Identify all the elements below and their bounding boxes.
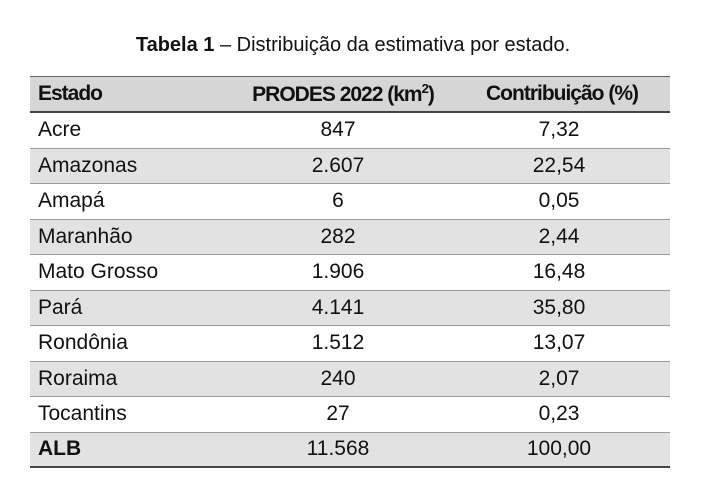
header-prodes: PRODES 2022 (km2): [252, 81, 435, 106]
header-contribuicao: Contribuição (%): [486, 82, 639, 105]
cell-contribuicao: 0,05: [538, 189, 580, 213]
cell-contribuicao: 16,48: [532, 260, 586, 284]
cell-prodes: 847: [320, 118, 356, 142]
cell-prodes: 1.512: [311, 331, 365, 355]
cell-prodes: 1.906: [311, 260, 365, 284]
cell-estado: Rondônia: [38, 331, 128, 355]
cell-prodes: 282: [320, 224, 356, 248]
cell-contribuicao: 13,07: [532, 331, 586, 355]
table-caption: Tabela 1 – Distribuição da estimativa po…: [0, 34, 706, 57]
cell-contribuicao: 35,80: [532, 295, 586, 319]
table-row: Rondônia 1.512 13,07: [30, 326, 670, 362]
cell-contribuicao: 0,23: [538, 402, 580, 426]
table-row: Roraima 240 2,07: [30, 361, 670, 397]
table-row: Mato Grosso 1.906 16,48: [30, 255, 670, 291]
cell-estado: Amapá: [38, 189, 105, 213]
table-row: Tocantins 27 0,23: [30, 397, 670, 433]
cell-estado: Maranhão: [38, 224, 133, 248]
cell-estado: Tocantins: [38, 402, 127, 426]
cell-contribuicao: 22,54: [532, 153, 586, 177]
cell-prodes: 4.141: [311, 295, 365, 319]
table-row: Maranhão 282 2,44: [30, 219, 670, 255]
table-row: Acre 847 7,32: [30, 113, 670, 149]
cell-estado: Pará: [38, 295, 83, 319]
table-total-row: ALB 11.568 100,00: [30, 432, 670, 468]
table-header-row: Estado PRODES 2022 (km2) Contribuição (%…: [30, 76, 670, 113]
data-table: Estado PRODES 2022 (km2) Contribuição (%…: [30, 76, 670, 468]
table-row: Amazonas 2.607 22,54: [30, 148, 670, 184]
cell-prodes: 2.607: [311, 153, 365, 177]
cell-contribuicao: 7,32: [538, 118, 580, 142]
cell-prodes-total: 11.568: [306, 437, 370, 461]
caption-text: – Distribuição da estimativa por estado.: [214, 34, 571, 56]
cell-contribuicao-total: 100,00: [526, 437, 592, 461]
table-row: Pará 4.141 35,80: [30, 290, 670, 326]
cell-contribuicao: 2,07: [538, 366, 580, 390]
cell-estado-total: ALB: [38, 437, 82, 461]
cell-prodes: 6: [332, 189, 344, 213]
cell-contribuicao: 2,44: [538, 224, 580, 248]
cell-prodes: 240: [320, 366, 356, 390]
cell-estado: Roraima: [38, 366, 118, 390]
cell-estado: Acre: [38, 118, 82, 142]
cell-estado: Mato Grosso: [38, 260, 159, 284]
table-row: Amapá 6 0,05: [30, 184, 670, 220]
cell-prodes: 27: [326, 402, 350, 426]
caption-label: Tabela 1: [135, 34, 215, 56]
header-estado: Estado: [38, 82, 103, 105]
cell-estado: Amazonas: [38, 153, 138, 177]
